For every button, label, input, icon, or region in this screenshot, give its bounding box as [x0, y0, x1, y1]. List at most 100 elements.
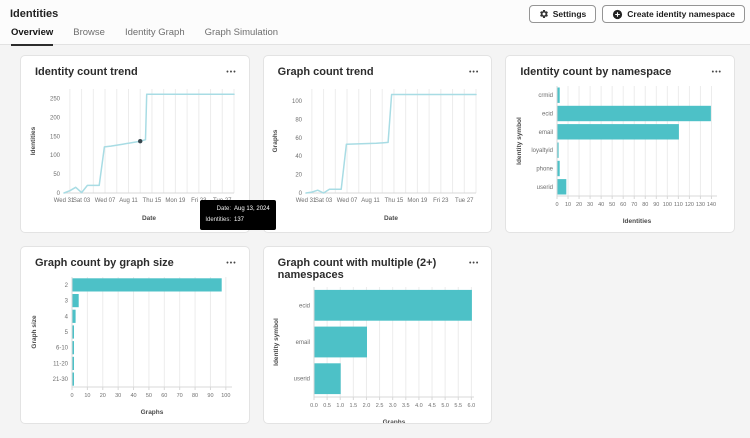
header-actions: Settings Create identity namespace: [528, 5, 745, 23]
graph-count-by-graph-size-chart[interactable]: 0 10 20 30 40 50 60 70 80 90 100 2 3 4 5 6-10 11-20 21-30…: [28, 272, 242, 417]
svg-text:10: 10: [84, 393, 90, 399]
dashboard-grid: Identity count trend ••• 0 50 100 150 200 250…: [0, 45, 750, 424]
svg-text:150: 150: [50, 134, 61, 140]
card-title: Identity count trend: [35, 66, 138, 78]
tab-bar: Overview Browse Identity Graph Graph Sim…: [10, 27, 750, 46]
svg-text:40: 40: [598, 202, 604, 208]
card-title: Graph count with multiple (2+) namespace…: [277, 257, 437, 281]
svg-text:ecid: ecid: [299, 303, 310, 309]
svg-text:3: 3: [64, 299, 68, 305]
svg-text:2.0: 2.0: [363, 403, 371, 409]
tooltip-date-value: Aug 13, 2024: [234, 206, 270, 212]
svg-text:4.5: 4.5: [429, 403, 437, 409]
svg-text:Date: Date: [384, 215, 398, 222]
svg-text:80: 80: [192, 393, 198, 399]
svg-text:90: 90: [653, 202, 659, 208]
identity-count-by-namespace-chart[interactable]: 0 10 20 30 40 50 60 70 80 90 100 110 120 130 140 crmid e…: [513, 81, 727, 226]
svg-text:2.5: 2.5: [376, 403, 384, 409]
settings-button[interactable]: Settings: [528, 5, 597, 23]
card-graph-count-by-graph-size: Graph count by graph size ••• 0 10 20 30 40 5…: [20, 246, 250, 424]
svg-text:100: 100: [50, 153, 61, 159]
svg-text:Thu 15: Thu 15: [142, 198, 161, 204]
svg-text:Fri 23: Fri 23: [191, 198, 207, 204]
card-title: Graph count trend: [277, 66, 374, 78]
svg-text:90: 90: [207, 393, 213, 399]
card-title: Identity count by namespace: [520, 66, 672, 78]
svg-text:Graph size: Graph size: [31, 315, 38, 349]
svg-text:100: 100: [292, 99, 303, 105]
gear-icon: [539, 9, 549, 19]
svg-text:70: 70: [631, 202, 637, 208]
svg-text:120: 120: [685, 202, 694, 208]
svg-text:3.0: 3.0: [389, 403, 397, 409]
more-menu-icon[interactable]: •••: [710, 66, 724, 80]
svg-text:30: 30: [115, 393, 121, 399]
svg-text:Mon 19: Mon 19: [165, 198, 186, 204]
more-menu-icon[interactable]: •••: [224, 257, 238, 271]
settings-button-label: Settings: [552, 9, 587, 19]
svg-text:1.0: 1.0: [337, 403, 345, 409]
graph-count-multiple-namespaces-chart[interactable]: 0.0 0.5 1.0 1.5 2.0 2.5 3.0 3.5 4.0 4.5 5.0 5.5 6.0 e…: [270, 282, 484, 424]
svg-text:5: 5: [64, 330, 68, 336]
svg-text:60: 60: [161, 393, 167, 399]
svg-text:0: 0: [70, 393, 73, 399]
svg-text:0.0: 0.0: [311, 403, 319, 409]
svg-text:Identities: Identities: [623, 218, 652, 225]
svg-text:Wed 31: Wed 31: [296, 198, 317, 204]
svg-text:70: 70: [176, 393, 182, 399]
svg-text:Tue 27: Tue 27: [456, 198, 475, 204]
more-menu-icon[interactable]: •••: [467, 257, 481, 271]
svg-text:21-30: 21-30: [52, 377, 68, 383]
svg-text:Mon 19: Mon 19: [408, 198, 429, 204]
svg-text:loyaltyid: loyaltyid: [531, 148, 553, 154]
more-menu-icon[interactable]: •••: [467, 66, 481, 80]
svg-text:Identity symbol: Identity symbol: [273, 318, 280, 366]
svg-text:Sat 03: Sat 03: [73, 198, 91, 204]
tooltip-date-row: Date: Aug 13, 2024: [205, 206, 270, 213]
svg-text:Wed 31: Wed 31: [54, 198, 75, 204]
svg-text:5.5: 5.5: [455, 403, 463, 409]
svg-text:30: 30: [587, 202, 593, 208]
more-menu-icon[interactable]: •••: [224, 66, 238, 80]
tab-graph-simulation[interactable]: Graph Simulation: [205, 27, 278, 46]
tooltip-identities-label: Identities:: [205, 217, 231, 223]
svg-text:50: 50: [609, 202, 615, 208]
svg-text:6-10: 6-10: [56, 346, 69, 352]
svg-text:40: 40: [296, 154, 303, 160]
tab-browse[interactable]: Browse: [73, 27, 105, 46]
svg-text:3.5: 3.5: [402, 403, 410, 409]
svg-text:20: 20: [296, 173, 303, 179]
svg-text:Fri 23: Fri 23: [434, 198, 450, 204]
svg-text:0: 0: [556, 202, 559, 208]
svg-text:40: 40: [130, 393, 136, 399]
svg-text:60: 60: [296, 136, 303, 142]
page-header: Identities Overview Browse Identity Grap…: [0, 0, 750, 46]
svg-text:Wed 07: Wed 07: [95, 198, 116, 204]
svg-text:80: 80: [296, 117, 303, 123]
svg-text:50: 50: [53, 172, 60, 178]
page-title: Identities: [10, 8, 59, 20]
tooltip-identities-value: 137: [234, 217, 245, 223]
card-title: Graph count by graph size: [35, 257, 174, 269]
svg-text:0: 0: [56, 191, 60, 197]
card-identity-count-by-namespace: Identity count by namespace ••• 0 10 20 30 4…: [505, 55, 735, 233]
svg-text:130: 130: [696, 202, 705, 208]
tab-overview[interactable]: Overview: [11, 27, 54, 46]
card-graph-count-multiple-namespaces: Graph count with multiple (2+) namespace…: [262, 246, 493, 424]
svg-text:10: 10: [565, 202, 571, 208]
svg-text:140: 140: [707, 202, 716, 208]
svg-text:userid: userid: [537, 185, 553, 191]
svg-text:Graphs: Graphs: [140, 409, 163, 416]
tooltip-identities-row: Identities: 137: [205, 217, 270, 224]
svg-text:Aug 11: Aug 11: [119, 198, 138, 204]
svg-text:4: 4: [64, 314, 68, 320]
svg-text:Identities: Identities: [30, 126, 37, 155]
tab-identity-graph[interactable]: Identity Graph: [125, 27, 185, 46]
svg-text:0: 0: [299, 191, 303, 197]
svg-text:Aug 11: Aug 11: [362, 198, 381, 204]
svg-text:5.0: 5.0: [442, 403, 450, 409]
svg-text:110: 110: [674, 202, 683, 208]
create-identity-namespace-button[interactable]: Create identity namespace: [602, 5, 745, 23]
